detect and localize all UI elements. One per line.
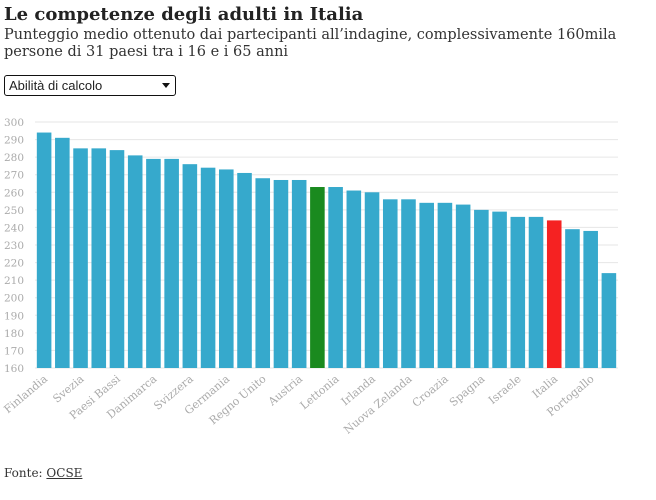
bar [219, 169, 234, 368]
bar [601, 273, 617, 368]
dropdown[interactable]: Abilità di calcolo [4, 75, 176, 96]
bar [36, 132, 52, 368]
dropdown-arrow [162, 83, 170, 88]
bar [200, 167, 216, 368]
bar [382, 199, 398, 368]
y-tick-label: 300 [4, 117, 24, 129]
y-tick-label: 210 [4, 275, 24, 287]
bar [164, 158, 179, 368]
bar [91, 148, 107, 368]
bar [364, 192, 380, 368]
y-tick-label: 200 [4, 293, 24, 305]
source: Fonte: OCSE [4, 466, 82, 480]
bar [310, 187, 325, 368]
y-tick-label: 190 [4, 310, 24, 322]
x-tick-label: Spagna [447, 372, 488, 409]
bar [273, 179, 289, 368]
bar [546, 220, 562, 368]
subtitle: Punteggio medio ottenuto dai partecipant… [4, 27, 617, 60]
chart: 160 170 180 190 200 210 220 230 240 250 260 270 280 2… [1, 117, 618, 437]
y-tick-label: 240 [4, 222, 24, 234]
bar [455, 204, 471, 368]
y-tick-label: 280 [4, 152, 24, 164]
dropdown-label: Abilità di calcolo [9, 78, 103, 93]
x-tick-label: Nuova Zelanda [341, 372, 414, 437]
x-tick-label: Finlandia [1, 372, 50, 416]
y-tick-label: 180 [4, 328, 24, 340]
bar [401, 199, 416, 368]
y-tick-label: 220 [4, 258, 24, 270]
bar [182, 164, 198, 368]
bar [109, 150, 125, 368]
bar [437, 202, 453, 368]
bar [328, 187, 343, 368]
y-tick-label: 230 [4, 240, 24, 252]
y-tick-label: 160 [4, 363, 24, 375]
bar [146, 158, 161, 368]
bar [419, 202, 434, 368]
y-tick-label: 270 [4, 170, 24, 182]
bar [291, 179, 307, 368]
bar [492, 211, 507, 368]
x-tick-label: Israele [486, 372, 524, 407]
x-tick-label: Lettonia [298, 372, 342, 412]
bar [510, 216, 526, 368]
bar [346, 190, 362, 368]
source-link[interactable]: OCSE [46, 466, 83, 480]
source-label: Fonte: [4, 466, 43, 480]
bar [528, 216, 544, 368]
y-tick-label: 250 [4, 205, 24, 217]
bar [127, 155, 143, 368]
bar [73, 148, 88, 368]
x-tick-label: Croazia [410, 372, 451, 410]
y-tick-label: 290 [4, 135, 24, 147]
bar [474, 209, 489, 368]
y-tick-label: 170 [4, 345, 24, 357]
bar [55, 137, 70, 368]
bar [583, 230, 598, 368]
title: Le competenze degli adulti in Italia [4, 4, 364, 25]
bar [255, 178, 271, 368]
bar [237, 172, 252, 368]
bar [565, 229, 580, 368]
x-tick-label: Italia [530, 372, 561, 401]
y-tick-label: 260 [4, 187, 24, 199]
